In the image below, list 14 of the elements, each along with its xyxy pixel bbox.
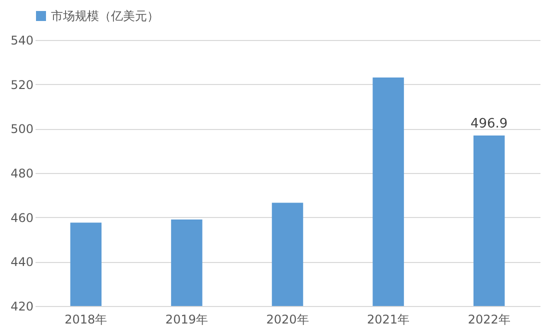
y-tick-label: 440 xyxy=(10,255,34,270)
x-tick-label: 2018年 xyxy=(64,312,108,326)
x-tick-label: 2019年 xyxy=(165,312,208,326)
y-tick-label: 460 xyxy=(10,210,34,225)
x-tick-label: 2022年 xyxy=(468,312,510,326)
y-tick-label: 500 xyxy=(10,122,34,136)
data-label: 496.9 xyxy=(470,116,508,132)
x-tick-label: 2021年 xyxy=(367,312,410,326)
y-tick-label: 540 xyxy=(10,34,34,48)
legend-label: 市场规模（亿美元） xyxy=(51,9,159,23)
y-tick-label: 520 xyxy=(10,78,34,92)
y-tick-label: 480 xyxy=(10,166,34,180)
x-tick-label: 2020年 xyxy=(266,312,309,326)
y-tick-label: 420 xyxy=(10,300,34,314)
